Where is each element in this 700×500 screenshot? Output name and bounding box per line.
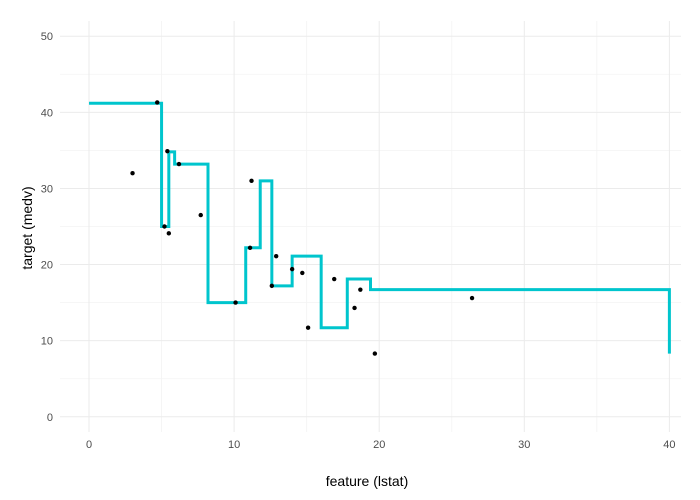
data-point	[269, 283, 275, 289]
x-tick-label: 10	[228, 439, 240, 451]
data-point	[165, 148, 170, 154]
x-tick-label: 30	[518, 439, 530, 451]
x-tick-label: 0	[86, 439, 92, 451]
data-point	[162, 224, 167, 229]
y-tick-label: 50	[41, 31, 53, 43]
axis-labels: 0 10 20 30 40 0 10 20 30 40 50	[41, 31, 676, 451]
data-point	[247, 245, 253, 251]
data-point	[249, 178, 254, 184]
step-line	[89, 101, 671, 354]
data-point	[305, 325, 311, 330]
data-point	[176, 161, 182, 167]
x-tick-label: 40	[663, 439, 675, 451]
data-point	[233, 300, 238, 305]
y-tick-label: 20	[41, 260, 53, 272]
plot-series	[89, 100, 671, 356]
y-tick-label: 0	[47, 412, 53, 424]
data-point	[372, 351, 378, 356]
y-axis-title: target (medv)	[19, 186, 35, 269]
data-point	[300, 270, 305, 276]
data-point	[273, 253, 279, 259]
grid	[60, 21, 681, 432]
data-point	[352, 305, 357, 311]
y-tick-label: 30	[41, 183, 53, 195]
data-point	[130, 171, 135, 176]
data-point	[289, 266, 295, 272]
y-tick-label: 10	[41, 336, 53, 348]
x-axis-title: feature (lstat)	[326, 473, 408, 489]
data-point	[155, 100, 160, 105]
data-point	[469, 295, 475, 301]
data-point	[332, 276, 337, 282]
data-point	[166, 231, 172, 236]
data-point	[358, 287, 363, 292]
data-point	[198, 212, 203, 218]
x-tick-label: 20	[373, 439, 385, 451]
y-tick-label: 40	[41, 107, 53, 119]
